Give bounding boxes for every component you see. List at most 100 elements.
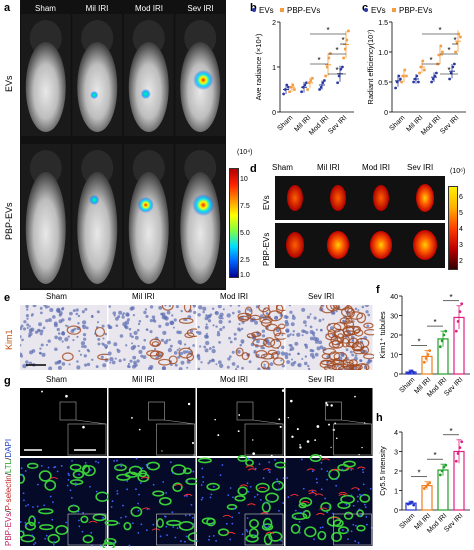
- dapi-nucleus: [350, 494, 353, 497]
- dapi-nucleus: [320, 461, 323, 464]
- nucleus: [149, 305, 154, 309]
- nucleus: [164, 316, 169, 321]
- nucleus: [66, 325, 69, 328]
- dapi-nucleus: [287, 496, 290, 498]
- nucleus: [309, 336, 314, 341]
- dapi-nucleus: [363, 503, 366, 506]
- kim1-stain: [342, 325, 355, 337]
- p-selectin-signal: [308, 492, 317, 495]
- ltl-tubule: [146, 461, 160, 471]
- nucleus: [209, 313, 213, 317]
- dapi-nucleus: [185, 535, 188, 538]
- data-point: [293, 88, 296, 91]
- col-header: Mod IRI: [220, 375, 249, 384]
- kim1-stain: [235, 347, 244, 357]
- fluo-signal: [299, 444, 301, 446]
- dapi-nucleus: [140, 523, 143, 526]
- data-point: [441, 50, 444, 54]
- col-header: Mil IRI: [132, 375, 155, 384]
- nucleus: [100, 355, 104, 359]
- nucleus: [57, 365, 62, 370]
- dapi-nucleus: [233, 507, 236, 510]
- significance-marker: *: [317, 56, 320, 65]
- nucleus: [76, 365, 81, 370]
- dapi-nucleus: [124, 515, 127, 518]
- ltl-tubule: [237, 454, 248, 462]
- nucleus: [236, 365, 240, 369]
- nucleus: [289, 344, 293, 347]
- dapi-nucleus: [36, 505, 39, 508]
- dapi-nucleus: [241, 533, 244, 536]
- nucleus: [57, 332, 61, 335]
- nucleus: [39, 306, 43, 310]
- nucleus: [222, 308, 225, 311]
- dapi-nucleus: [47, 466, 50, 469]
- nucleus: [83, 354, 87, 358]
- dapi-nucleus: [262, 477, 265, 480]
- p-selectin-signal: [262, 468, 272, 471]
- stain-sep: /: [4, 473, 13, 476]
- nucleus: [199, 345, 202, 348]
- ltl-tubule: [320, 502, 332, 512]
- dapi-nucleus: [120, 465, 123, 468]
- data-point: [426, 353, 430, 356]
- kim1-stain: [237, 312, 252, 321]
- inset-box: [67, 423, 107, 456]
- nucleus: [189, 329, 194, 333]
- nucleus: [226, 313, 231, 318]
- nucleus: [30, 327, 35, 332]
- row-label-kim1: Kim1: [4, 329, 14, 350]
- dapi-nucleus: [34, 542, 37, 544]
- nucleus: [20, 324, 24, 328]
- kim1-stain: [336, 333, 345, 344]
- dapi-nucleus: [70, 496, 73, 499]
- nucleus: [166, 339, 169, 342]
- ltl-tubule: [261, 523, 274, 531]
- nucleus: [84, 307, 88, 311]
- data-point: [438, 345, 442, 349]
- kim1-stain: [151, 341, 160, 347]
- stain-label: P-selectin: [4, 475, 13, 511]
- nucleus: [369, 359, 373, 363]
- kim1-stain: [341, 335, 350, 344]
- col-header: Sham: [272, 163, 293, 172]
- inset-box: [67, 513, 107, 546]
- dapi-nucleus: [162, 481, 165, 483]
- ltl-tubule: [95, 491, 110, 503]
- dapi-nucleus: [135, 457, 138, 460]
- y-tick-label: 30: [390, 314, 398, 321]
- panel-label-d: d: [250, 163, 257, 175]
- dapi-nucleus: [246, 517, 249, 520]
- nucleus: [136, 328, 140, 332]
- nucleus: [130, 306, 135, 310]
- nucleus: [67, 317, 72, 321]
- kim1-stain: [184, 332, 195, 339]
- dapi-nucleus: [210, 493, 213, 496]
- nucleus: [286, 360, 291, 364]
- nucleus: [288, 305, 292, 307]
- nucleus: [160, 312, 163, 316]
- data-point: [426, 483, 430, 487]
- ltl-tubule: [38, 470, 52, 482]
- nucleus: [124, 320, 130, 325]
- fluo-signal: [278, 418, 281, 421]
- dapi-nucleus: [165, 525, 168, 528]
- nucleus: [292, 330, 296, 333]
- dapi-nucleus: [282, 477, 285, 480]
- col-header: Mil IRI: [317, 163, 340, 172]
- nucleus: [336, 364, 339, 368]
- nucleus: [123, 324, 128, 329]
- dapi-nucleus: [52, 544, 55, 546]
- dapi-nucleus: [311, 490, 314, 493]
- nucleus: [307, 364, 310, 368]
- nucleus: [56, 327, 60, 332]
- nucleus: [226, 365, 230, 369]
- data-point: [424, 357, 428, 360]
- dapi-nucleus: [268, 525, 270, 528]
- fluo-signal: [289, 399, 293, 403]
- y-tick-label: 0: [384, 110, 388, 117]
- nucleus: [104, 346, 108, 350]
- nucleus: [204, 348, 209, 353]
- kim1-stain: [94, 326, 106, 337]
- nucleus: [126, 364, 130, 368]
